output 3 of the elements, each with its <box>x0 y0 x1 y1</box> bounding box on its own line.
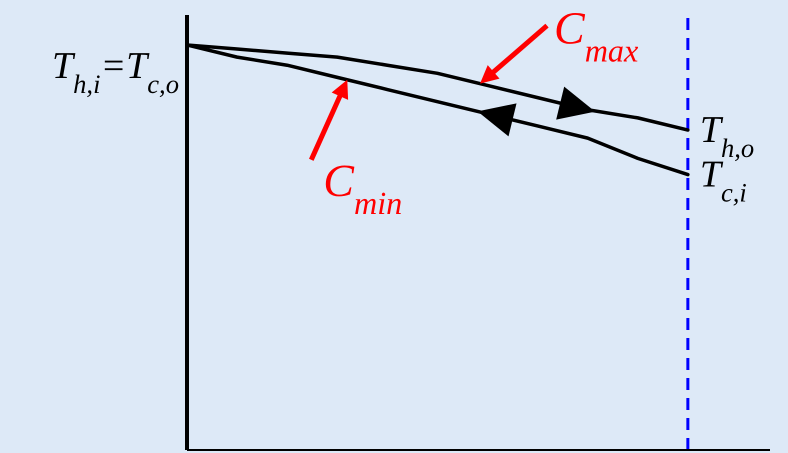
annotation: T$_{h,i}$=T$_{c,o}$ <box>52 44 179 99</box>
series-label: C$_{max}$ <box>554 2 640 69</box>
series-label: C$_{min}$ <box>323 154 402 221</box>
